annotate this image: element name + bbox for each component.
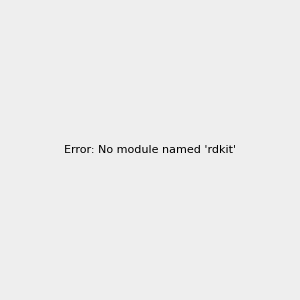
Text: Error: No module named 'rdkit': Error: No module named 'rdkit' [64, 145, 236, 155]
